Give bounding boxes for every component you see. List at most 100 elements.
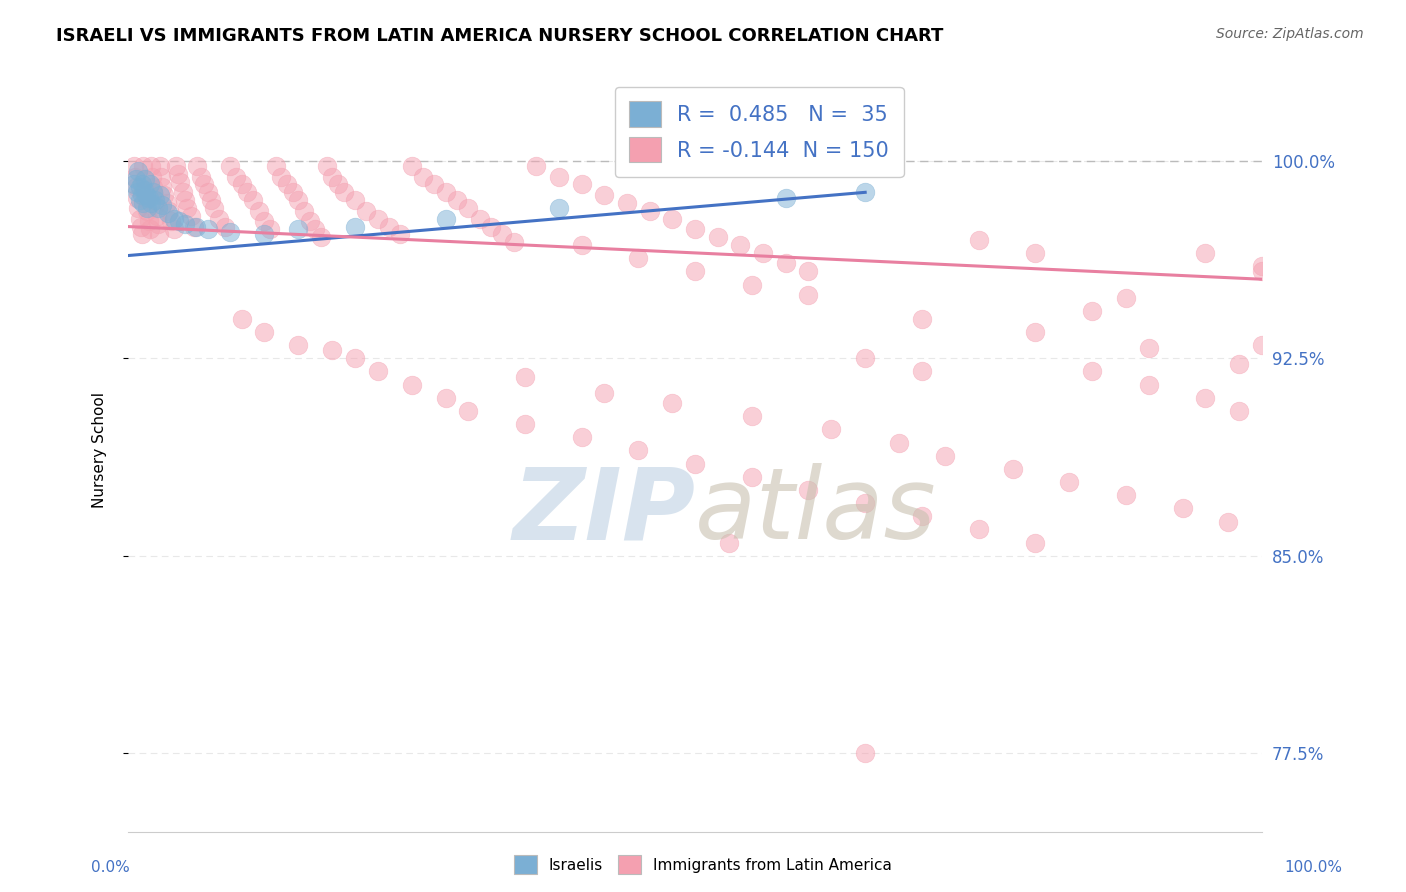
Point xyxy=(186,159,208,173)
Point xyxy=(1194,246,1216,260)
Point xyxy=(1194,391,1216,405)
Point xyxy=(367,211,389,226)
Text: 100.0%: 100.0% xyxy=(1285,861,1343,875)
Point xyxy=(150,198,173,212)
Point xyxy=(513,369,536,384)
Point xyxy=(1216,515,1239,529)
Point xyxy=(683,222,706,236)
Point xyxy=(287,338,309,352)
Point xyxy=(775,191,797,205)
Point xyxy=(571,238,593,252)
Point xyxy=(378,219,401,234)
Point xyxy=(131,188,153,202)
Point xyxy=(145,209,167,223)
Point xyxy=(1081,303,1104,318)
Point xyxy=(200,193,222,207)
Legend: R =  0.485   N =  35, R = -0.144  N = 150: R = 0.485 N = 35, R = -0.144 N = 150 xyxy=(614,87,904,177)
Point xyxy=(707,230,730,244)
Point xyxy=(853,186,876,200)
Point xyxy=(145,193,167,207)
Point xyxy=(197,222,219,236)
Point xyxy=(1115,488,1137,502)
Point xyxy=(1001,462,1024,476)
Point xyxy=(176,201,198,215)
Point xyxy=(741,277,763,292)
Point xyxy=(281,186,304,200)
Point xyxy=(741,409,763,424)
Point xyxy=(190,169,212,184)
Point xyxy=(180,209,202,223)
Point xyxy=(934,449,956,463)
Point xyxy=(132,195,155,210)
Point xyxy=(683,264,706,278)
Point xyxy=(135,193,157,207)
Point xyxy=(125,180,148,194)
Point xyxy=(129,219,152,234)
Point xyxy=(202,201,225,215)
Point xyxy=(343,193,366,207)
Point xyxy=(616,195,638,210)
Point xyxy=(468,211,491,226)
Point xyxy=(298,214,321,228)
Point xyxy=(401,377,423,392)
Point xyxy=(457,201,479,215)
Point xyxy=(548,169,571,184)
Point xyxy=(326,178,349,192)
Point xyxy=(208,211,231,226)
Point xyxy=(162,222,184,236)
Point xyxy=(889,435,911,450)
Point xyxy=(148,227,170,242)
Point xyxy=(718,535,741,549)
Point xyxy=(139,159,162,173)
Point xyxy=(132,183,155,197)
Point xyxy=(127,186,149,200)
Point xyxy=(132,172,155,186)
Point xyxy=(911,364,934,378)
Point xyxy=(730,238,752,252)
Point xyxy=(1251,264,1274,278)
Point xyxy=(1171,501,1194,516)
Point xyxy=(127,201,149,215)
Point xyxy=(270,169,292,184)
Point xyxy=(513,417,536,431)
Point xyxy=(797,264,820,278)
Point xyxy=(524,159,547,173)
Point xyxy=(797,288,820,302)
Point xyxy=(193,178,215,192)
Point xyxy=(247,203,270,218)
Point xyxy=(138,222,160,236)
Point xyxy=(149,188,172,202)
Point xyxy=(132,159,155,173)
Point xyxy=(292,203,315,218)
Text: atlas: atlas xyxy=(695,463,936,560)
Point xyxy=(136,201,159,215)
Point xyxy=(131,227,153,242)
Point xyxy=(752,246,775,260)
Point xyxy=(225,169,247,184)
Point xyxy=(356,203,378,218)
Point xyxy=(122,178,145,192)
Point xyxy=(412,169,434,184)
Point xyxy=(309,230,332,244)
Point xyxy=(332,186,354,200)
Point xyxy=(259,222,281,236)
Point xyxy=(149,159,172,173)
Point xyxy=(446,193,468,207)
Point xyxy=(128,193,150,207)
Point xyxy=(401,159,423,173)
Point xyxy=(287,222,309,236)
Point xyxy=(253,325,276,339)
Point xyxy=(967,523,990,537)
Point xyxy=(593,188,616,202)
Point xyxy=(128,180,150,194)
Point xyxy=(253,227,276,242)
Point xyxy=(304,222,326,236)
Point xyxy=(343,351,366,366)
Point xyxy=(911,509,934,524)
Point xyxy=(160,214,183,228)
Point xyxy=(183,219,205,234)
Point xyxy=(434,211,457,226)
Point xyxy=(167,214,190,228)
Point xyxy=(661,211,683,226)
Point xyxy=(1024,325,1046,339)
